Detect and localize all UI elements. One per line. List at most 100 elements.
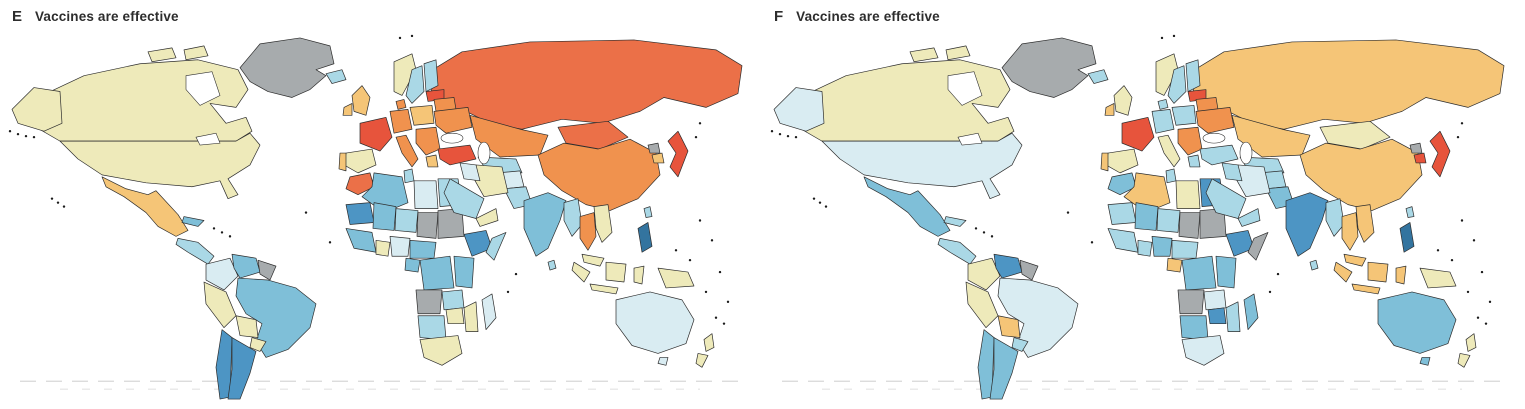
great-lakes bbox=[957, 132, 983, 146]
region-yemen-oman bbox=[475, 208, 499, 227]
panel-f-header: F Vaccines are effective bbox=[762, 0, 1524, 30]
world-choropleth-map-e bbox=[8, 34, 743, 400]
region-angola bbox=[1177, 289, 1205, 315]
small-island-dot bbox=[514, 272, 518, 276]
small-island-dot bbox=[770, 130, 774, 133]
region-zimbabwe bbox=[1207, 307, 1227, 325]
region-central-america bbox=[175, 238, 215, 265]
small-island-dot bbox=[1460, 122, 1464, 125]
region-italy bbox=[395, 134, 419, 168]
small-island-dot bbox=[698, 122, 702, 125]
region-n-korea bbox=[1409, 142, 1423, 154]
region-mauritania bbox=[1107, 202, 1137, 225]
region-poland bbox=[1171, 105, 1197, 126]
region-portugal bbox=[1100, 152, 1109, 172]
region-bolivia bbox=[235, 315, 259, 338]
region-madagascar bbox=[1243, 293, 1259, 330]
region-tasmania bbox=[1419, 357, 1431, 366]
region-paraguay bbox=[1011, 337, 1029, 352]
region-chad bbox=[1178, 212, 1201, 239]
region-philippines bbox=[1399, 222, 1415, 253]
small-island-dot bbox=[506, 290, 510, 294]
small-island-dot bbox=[710, 239, 714, 242]
region-russia bbox=[429, 39, 743, 130]
region-china bbox=[537, 138, 661, 211]
region-iraq bbox=[1221, 162, 1243, 182]
small-island-dot bbox=[812, 197, 816, 200]
small-island-dot bbox=[1460, 219, 1464, 222]
region-gabon bbox=[404, 257, 421, 273]
region-mauritania bbox=[345, 202, 375, 225]
region-brazil bbox=[997, 277, 1079, 358]
region-morocco bbox=[345, 172, 375, 196]
region-thailand bbox=[579, 212, 597, 251]
region-nigeria bbox=[1151, 236, 1173, 257]
small-island-dot bbox=[1268, 290, 1272, 294]
small-island-dot bbox=[1436, 249, 1440, 252]
small-island-dot bbox=[1488, 300, 1492, 304]
region-italy bbox=[1157, 134, 1181, 168]
region-sweden bbox=[405, 65, 425, 104]
region-nigeria bbox=[389, 236, 411, 257]
small-island-dot bbox=[974, 227, 978, 230]
region-iceland bbox=[325, 69, 347, 84]
panel-e-header: E Vaccines are effective bbox=[0, 0, 762, 30]
panel-title: Vaccines are effective bbox=[796, 9, 940, 24]
region-denmark bbox=[1157, 99, 1169, 110]
region-brazil bbox=[235, 277, 317, 358]
region-turkey bbox=[1199, 144, 1239, 166]
region-mali bbox=[372, 202, 397, 231]
small-island-dot bbox=[1484, 322, 1488, 325]
small-island-dot bbox=[220, 231, 224, 234]
region-venezuela bbox=[993, 253, 1023, 279]
region-central-america bbox=[937, 238, 977, 265]
panel-letter: F bbox=[774, 8, 784, 25]
small-island-dot bbox=[722, 322, 726, 325]
region-finland bbox=[1185, 59, 1201, 92]
small-island-dot bbox=[1066, 211, 1070, 214]
region-new-guinea bbox=[1419, 267, 1457, 289]
small-island-dot bbox=[674, 249, 678, 252]
great-lakes bbox=[195, 132, 221, 146]
small-island-dot bbox=[1456, 135, 1460, 139]
region-balkans bbox=[1177, 126, 1203, 156]
region-somalia bbox=[1247, 232, 1269, 261]
small-island-dot bbox=[1450, 258, 1454, 262]
region-saudi bbox=[1205, 178, 1247, 219]
region-yemen-oman bbox=[1237, 208, 1261, 227]
region-greenland bbox=[239, 37, 335, 98]
region-peru bbox=[965, 281, 999, 328]
small-island-dot bbox=[56, 201, 60, 204]
region-malaysia bbox=[1343, 253, 1367, 267]
region-somalia bbox=[485, 232, 507, 261]
map-panel-e: E Vaccines are effective bbox=[0, 0, 762, 409]
region-saudi bbox=[443, 178, 485, 219]
region-nz-south bbox=[1457, 353, 1471, 368]
small-island-dot bbox=[328, 241, 332, 244]
black-sea bbox=[1202, 132, 1226, 144]
region-guyanas bbox=[1019, 259, 1039, 281]
region-libya bbox=[413, 180, 439, 209]
region-mexico bbox=[101, 176, 189, 237]
region-uk bbox=[351, 85, 371, 116]
region-n-korea bbox=[647, 142, 661, 154]
region-tunisia bbox=[1165, 168, 1177, 184]
region-denmark bbox=[395, 99, 407, 110]
region-spain bbox=[1105, 148, 1139, 174]
region-drc bbox=[419, 255, 455, 291]
region-west-africa bbox=[1107, 228, 1139, 253]
small-island-dot bbox=[1160, 36, 1164, 40]
region-india bbox=[523, 192, 567, 257]
region-alaska bbox=[773, 87, 825, 132]
region-argentina bbox=[989, 337, 1019, 400]
region-s-korea bbox=[1413, 152, 1427, 164]
region-balkans bbox=[415, 126, 441, 156]
region-myanmar bbox=[1325, 198, 1345, 237]
region-tunisia bbox=[403, 168, 415, 184]
region-vietnam bbox=[593, 204, 613, 243]
region-thailand bbox=[1341, 212, 1359, 251]
map-panel-f: F Vaccines are effective bbox=[762, 0, 1524, 409]
small-island-dot bbox=[228, 235, 232, 238]
small-island-dot bbox=[1276, 272, 1280, 276]
